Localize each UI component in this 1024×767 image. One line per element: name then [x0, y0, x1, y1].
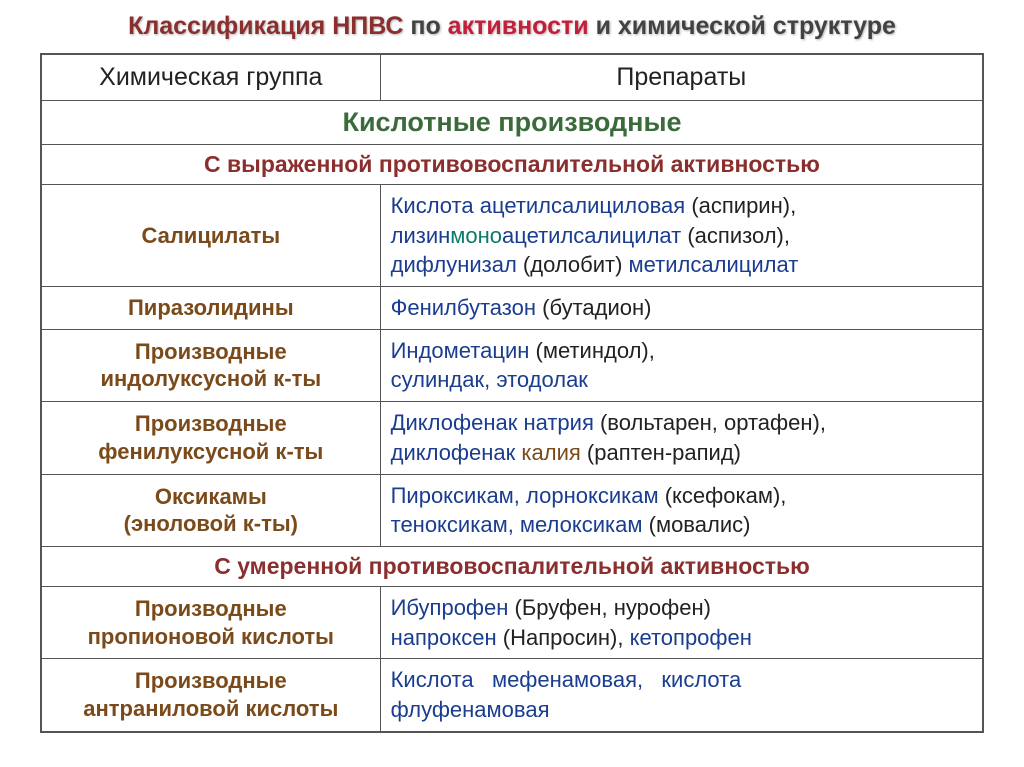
header-group: Химическая группа — [41, 54, 380, 101]
drugs-propionic: Ибупрофен (Бруфен, нурофен)напроксен (На… — [380, 586, 983, 658]
section-acid: Кислотные производные — [41, 101, 983, 145]
section-acid-label: Кислотные производные — [41, 101, 983, 145]
table-row: Производныефенилуксусной к-ты Диклофенак… — [41, 402, 983, 474]
drugs-pyrazolidines: Фенилбутазон (бутадион) — [380, 287, 983, 330]
section-strong: С выраженной противовоспалительной актив… — [41, 145, 983, 185]
table-row: Салицилаты Кислота ацетилсалициловая (ас… — [41, 185, 983, 287]
group-propionic: Производныепропионовой кислоты — [41, 586, 380, 658]
group-oxicams: Оксикамы(эноловой к-ты) — [41, 474, 380, 546]
page-title: Классификация НПВС по активности и химич… — [40, 12, 984, 41]
title-part-4: и химической структуре — [589, 12, 896, 40]
title-part-3: активности — [448, 12, 589, 40]
classification-table: Химическая группа Препараты Кислотные пр… — [40, 53, 984, 733]
group-salicylates: Салицилаты — [41, 185, 380, 287]
group-pyrazolidines: Пиразолидины — [41, 287, 380, 330]
section-strong-label: С выраженной противовоспалительной актив… — [41, 145, 983, 185]
table-row: Пиразолидины Фенилбутазон (бутадион) — [41, 287, 983, 330]
drugs-salicylates: Кислота ацетилсалициловая (аспирин),лизи… — [380, 185, 983, 287]
group-anthranilic: Производныеантраниловой кислоты — [41, 659, 380, 732]
group-phenyl: Производныефенилуксусной к-ты — [41, 402, 380, 474]
drugs-indole: Индометацин (метиндол),сулиндак, этодола… — [380, 329, 983, 401]
section-moderate: С умеренной противовоспалительной активн… — [41, 546, 983, 586]
drugs-anthranilic: Кислота мефенамовая, кислотафлуфенамовая — [380, 659, 983, 732]
table-header-row: Химическая группа Препараты — [41, 54, 983, 101]
drugs-phenyl: Диклофенак натрия (вольтарен, ортафен),д… — [380, 402, 983, 474]
title-part-2: по — [403, 12, 447, 40]
group-indole: Производныеиндолуксусной к-ты — [41, 329, 380, 401]
table-row: Оксикамы(эноловой к-ты) Пироксикам, лорн… — [41, 474, 983, 546]
table-row: Производныеиндолуксусной к-ты Индометаци… — [41, 329, 983, 401]
table-row: Производныеантраниловой кислоты Кислота … — [41, 659, 983, 732]
drugs-oxicams: Пироксикам, лорноксикам (ксефокам),тенок… — [380, 474, 983, 546]
title-part-1: Классификация НПВС — [128, 12, 403, 40]
header-drugs: Препараты — [380, 54, 983, 101]
table-row: Производныепропионовой кислоты Ибупрофен… — [41, 586, 983, 658]
section-moderate-label: С умеренной противовоспалительной активн… — [41, 546, 983, 586]
